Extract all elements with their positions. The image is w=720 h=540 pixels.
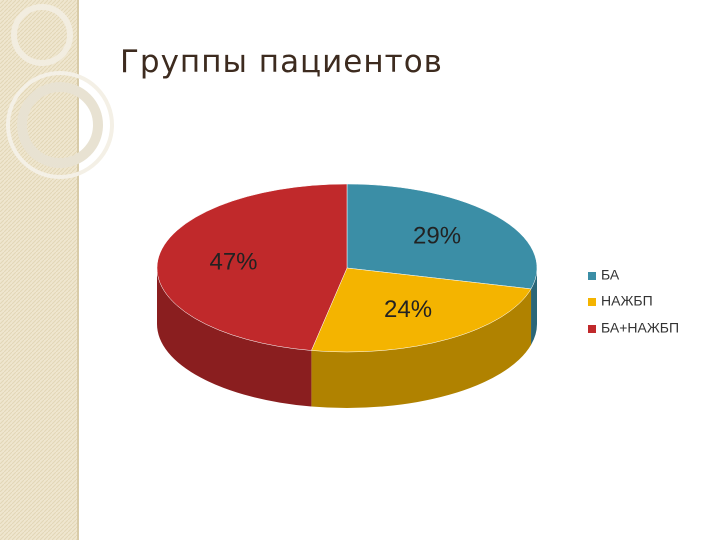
legend-label: БА (601, 267, 620, 283)
pie-slice-side (311, 288, 532, 408)
legend-swatch (588, 298, 596, 306)
pie-slice-side (157, 268, 312, 407)
data-label: 47% (209, 249, 257, 276)
legend-label: БА+НАЖБП (601, 320, 679, 336)
legend-swatch (588, 325, 596, 333)
pie-slice (346, 183, 538, 290)
legend-swatch (588, 272, 596, 280)
pie-slice-side (531, 268, 537, 345)
pie-slice (156, 183, 348, 351)
data-label: 24% (384, 296, 432, 323)
data-label: 29% (413, 222, 461, 249)
side-decoration (0, 0, 114, 540)
legend-label: НАЖБП (601, 293, 653, 309)
pie-slice (311, 267, 532, 353)
chart-title: Группы пациентов (120, 44, 443, 80)
